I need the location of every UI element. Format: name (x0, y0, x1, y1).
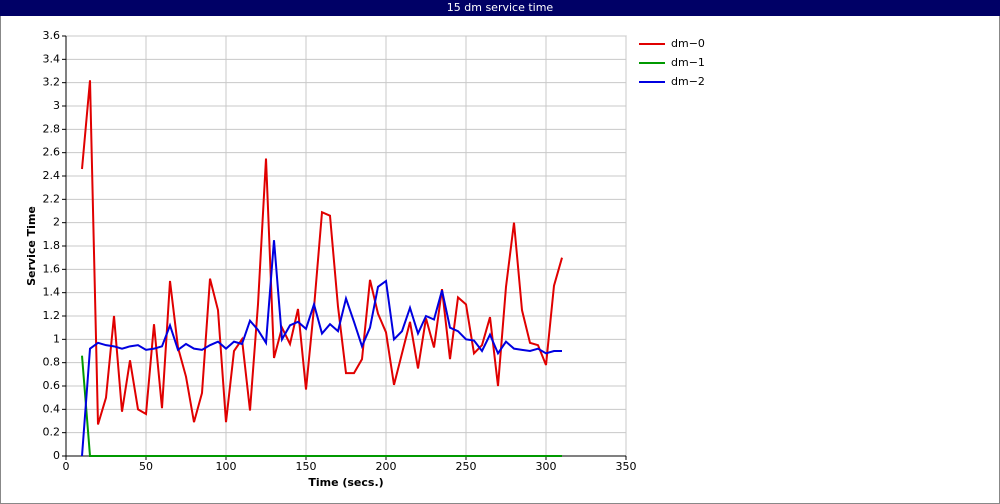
y-tick-label: 1.4 (43, 286, 61, 299)
x-tick-label: 150 (296, 460, 317, 473)
y-tick-label: 3.2 (43, 76, 61, 89)
y-tick-label: 2.4 (43, 169, 61, 182)
x-tick-label: 250 (456, 460, 477, 473)
y-tick-label: 0.8 (43, 356, 61, 369)
y-tick-label: 0 (53, 449, 60, 462)
x-tick-label: 0 (63, 460, 70, 473)
y-tick-label: 3.4 (43, 52, 61, 65)
y-tick-label: 2 (53, 216, 60, 229)
x-axis-label: Time (secs.) (308, 476, 383, 489)
y-tick-label: 3 (53, 99, 60, 112)
x-tick-label: 200 (376, 460, 397, 473)
y-axis-label: Service Time (25, 206, 38, 286)
y-tick-label: 0.6 (43, 379, 61, 392)
legend-label: dm−1 (671, 56, 705, 69)
series-line (81, 355, 562, 457)
series-line (81, 240, 562, 457)
y-tick-label: 1 (53, 332, 60, 345)
window-title: 15 dm service time (447, 1, 554, 14)
x-tick-label: 350 (616, 460, 637, 473)
y-tick-label: 2.6 (43, 146, 61, 159)
legend-label: dm−2 (671, 75, 705, 88)
y-tick-label: 2.8 (43, 122, 61, 135)
x-tick-label: 300 (536, 460, 557, 473)
y-tick-label: 1.2 (43, 309, 61, 322)
x-tick-label: 100 (216, 460, 237, 473)
title-bar (0, 0, 1000, 16)
y-tick-label: 3.6 (43, 29, 61, 42)
legend-label: dm−0 (671, 37, 705, 50)
series-line (81, 80, 563, 425)
y-tick-label: 0.2 (43, 426, 61, 439)
y-tick-label: 0.4 (43, 402, 61, 415)
y-tick-label: 1.8 (43, 239, 61, 252)
x-tick-label: 50 (139, 460, 153, 473)
y-tick-label: 1.6 (43, 262, 61, 275)
y-tick-label: 2.2 (43, 192, 61, 205)
